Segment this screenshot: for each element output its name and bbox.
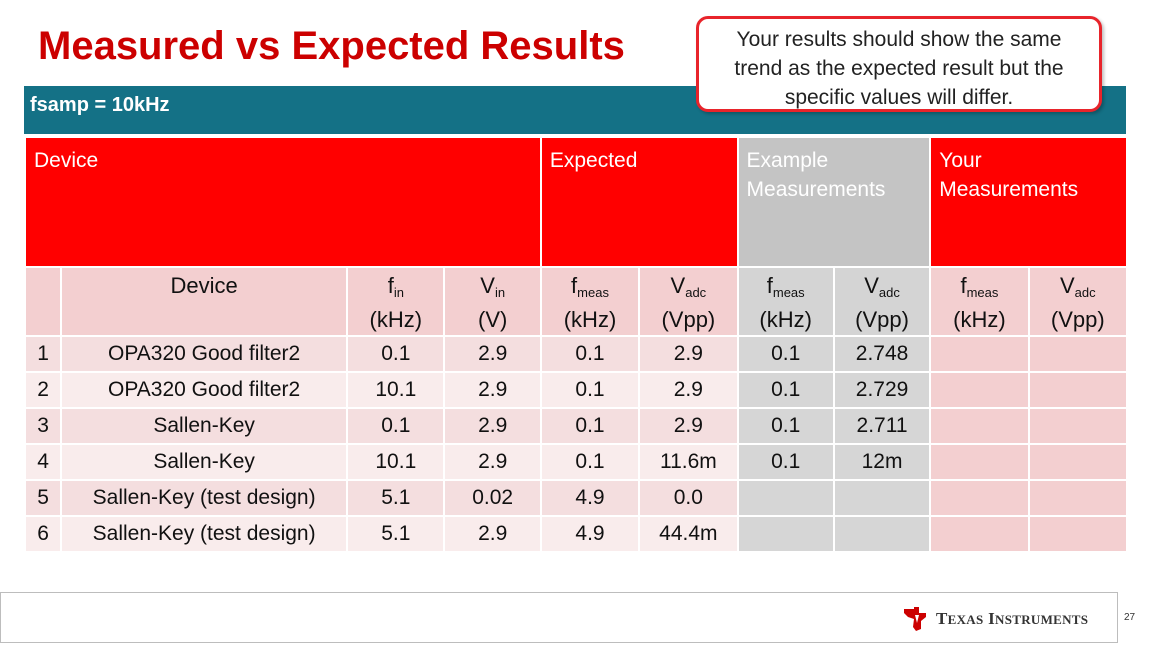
example-vadc-cell — [834, 517, 930, 551]
example-vadc-cell: 12m — [834, 445, 930, 479]
expected-vadc-cell: 2.9 — [640, 337, 737, 371]
sub-header-fin: fin (kHz) — [348, 268, 444, 335]
example-fmeas-cell: 0.1 — [738, 409, 833, 443]
row-index: 2 — [26, 373, 61, 407]
results-table: Device Expected Example Measurements Your… — [24, 136, 1128, 553]
your-fmeas-cell — [931, 481, 1028, 515]
expected-vadc-cell: 2.9 — [640, 409, 737, 443]
row-index: 3 — [26, 409, 61, 443]
vin-cell: 2.9 — [445, 373, 540, 407]
row-index: 5 — [26, 481, 61, 515]
vin-cell: 2.9 — [445, 517, 540, 551]
fin-cell: 0.1 — [348, 409, 444, 443]
header-expected: Expected — [541, 138, 737, 266]
fin-cell: 10.1 — [348, 373, 444, 407]
example-fmeas-cell: 0.1 — [738, 445, 833, 479]
expected-fmeas-cell: 4.9 — [541, 517, 639, 551]
fin-cell: 0.1 — [348, 337, 444, 371]
vin-cell: 2.9 — [445, 445, 540, 479]
row-index: 6 — [26, 517, 61, 551]
table-row: 5 Sallen-Key (test design) 5.1 0.02 4.9 0.0 — [26, 481, 1126, 515]
table-row: 2 OPA320 Good filter2 10.1 2.9 0.1 2.9 0.1 2.72… — [26, 373, 1126, 407]
your-vadc-cell — [1029, 373, 1126, 407]
sub-header-row: Device fin (kHz) Vin (V) fmeas (kHz) Vadc (V… — [26, 268, 1126, 335]
ti-chip-icon — [904, 607, 926, 631]
callout-line: Your results should show the same — [736, 28, 1062, 51]
table-row: 4 Sallen-Key 10.1 2.9 0.1 11.6m 0.1 12m — [26, 445, 1126, 479]
example-fmeas-cell — [738, 517, 833, 551]
device-cell: Sallen-Key (test design) — [62, 517, 347, 551]
ti-wordmark: TEXAS INSTRUMENTS — [936, 609, 1089, 628]
device-cell: Sallen-Key — [62, 445, 347, 479]
expected-fmeas-cell: 0.1 — [541, 445, 639, 479]
example-vadc-cell — [834, 481, 930, 515]
expected-vadc-cell: 2.9 — [640, 373, 737, 407]
your-fmeas-cell — [931, 409, 1028, 443]
example-vadc-cell: 2.711 — [834, 409, 930, 443]
your-vadc-cell — [1029, 409, 1126, 443]
texas-instruments-logo: TEXAS INSTRUMENTS — [902, 604, 1088, 634]
expected-fmeas-cell: 0.1 — [541, 373, 639, 407]
table-row: 1 OPA320 Good filter2 0.1 2.9 0.1 2.9 0.1 2.748 — [26, 337, 1126, 371]
expected-fmeas-cell: 0.1 — [541, 409, 639, 443]
sub-header-your-vadc: Vadc (Vpp) — [1029, 268, 1126, 335]
expected-fmeas-cell: 4.9 — [541, 481, 639, 515]
your-fmeas-cell — [931, 337, 1028, 371]
header-device: Device — [26, 138, 540, 266]
sub-header-example-vadc: Vadc (Vpp) — [834, 268, 930, 335]
row-index: 1 — [26, 337, 61, 371]
example-fmeas-cell — [738, 481, 833, 515]
fin-cell: 5.1 — [348, 517, 444, 551]
note-callout: Your results should show the same trend … — [696, 16, 1102, 112]
sub-header-expected-vadc: Vadc (Vpp) — [640, 268, 737, 335]
fin-cell: 10.1 — [348, 445, 444, 479]
footer-bar — [0, 592, 1118, 643]
expected-vadc-cell: 11.6m — [640, 445, 737, 479]
expected-vadc-cell: 44.4m — [640, 517, 737, 551]
example-fmeas-cell: 0.1 — [738, 373, 833, 407]
sub-header-device: Device — [62, 268, 347, 335]
your-vadc-cell — [1029, 337, 1126, 371]
example-vadc-cell: 2.748 — [834, 337, 930, 371]
your-vadc-cell — [1029, 517, 1126, 551]
your-fmeas-cell — [931, 373, 1028, 407]
expected-fmeas-cell: 0.1 — [541, 337, 639, 371]
device-cell: OPA320 Good filter2 — [62, 337, 347, 371]
example-fmeas-cell: 0.1 — [738, 337, 833, 371]
header-your-measurements: Your Measurements — [931, 138, 1126, 266]
vin-cell: 0.02 — [445, 481, 540, 515]
expected-vadc-cell: 0.0 — [640, 481, 737, 515]
sub-header-your-fmeas: fmeas (kHz) — [931, 268, 1028, 335]
sub-header-example-fmeas: fmeas (kHz) — [738, 268, 833, 335]
vin-cell: 2.9 — [445, 337, 540, 371]
your-fmeas-cell — [931, 517, 1028, 551]
group-header-row: Device Expected Example Measurements Your… — [26, 138, 1126, 266]
sub-header-index — [26, 268, 61, 335]
example-vadc-cell: 2.729 — [834, 373, 930, 407]
table-row: 3 Sallen-Key 0.1 2.9 0.1 2.9 0.1 2.711 — [26, 409, 1126, 443]
fin-cell: 5.1 — [348, 481, 444, 515]
page-number: 27 — [1124, 612, 1136, 623]
sub-header-vin: Vin (V) — [445, 268, 540, 335]
your-fmeas-cell — [931, 445, 1028, 479]
slide-title: Measured vs Expected Results — [38, 24, 625, 68]
callout-line: specific values will differ. — [784, 86, 1014, 109]
row-index: 4 — [26, 445, 61, 479]
device-cell: OPA320 Good filter2 — [62, 373, 347, 407]
sub-header-expected-fmeas: fmeas (kHz) — [541, 268, 639, 335]
table-row: 6 Sallen-Key (test design) 5.1 2.9 4.9 44.4m — [26, 517, 1126, 551]
callout-line: trend as the expected result but the — [734, 57, 1064, 80]
device-cell: Sallen-Key (test design) — [62, 481, 347, 515]
sampling-frequency-label: fsamp = 10kHz — [30, 94, 170, 116]
device-cell: Sallen-Key — [62, 409, 347, 443]
your-vadc-cell — [1029, 481, 1126, 515]
header-example-measurements: Example Measurements — [738, 138, 930, 266]
your-vadc-cell — [1029, 445, 1126, 479]
vin-cell: 2.9 — [445, 409, 540, 443]
